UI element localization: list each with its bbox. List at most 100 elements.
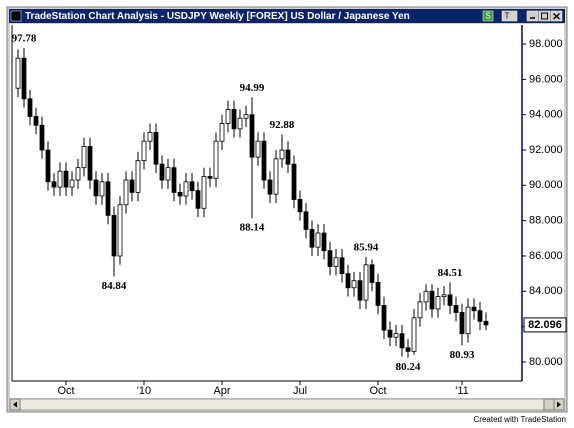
y-tick-label: 88.000 bbox=[529, 215, 563, 227]
candle-body bbox=[93, 179, 99, 197]
candle-body bbox=[411, 317, 417, 352]
candle-body bbox=[447, 294, 453, 306]
candle-body bbox=[465, 306, 471, 335]
candle-body bbox=[279, 149, 285, 160]
candle-body bbox=[483, 320, 489, 326]
t-button[interactable] bbox=[501, 10, 518, 22]
candle-body bbox=[21, 57, 27, 100]
candle-body bbox=[417, 301, 423, 319]
scrollbar[interactable] bbox=[9, 398, 565, 411]
candle-body bbox=[477, 310, 483, 322]
candle-body bbox=[375, 282, 381, 306]
candle-body bbox=[231, 109, 237, 130]
candle-body bbox=[423, 290, 429, 303]
candle-body bbox=[333, 257, 339, 267]
candle-body bbox=[141, 140, 147, 162]
candle-body bbox=[117, 204, 123, 257]
candle-body bbox=[435, 296, 441, 310]
app-icon bbox=[10, 10, 22, 22]
candle-body bbox=[225, 109, 231, 124]
candle-body bbox=[153, 131, 159, 165]
candle-body bbox=[291, 163, 297, 200]
candle-body bbox=[249, 114, 255, 158]
candle-body bbox=[51, 181, 57, 188]
price-annotation: 84.51 bbox=[438, 267, 463, 279]
candle-body bbox=[105, 181, 111, 216]
last-price-label: 82.096 bbox=[528, 319, 562, 331]
window-title: TradeStation Chart Analysis - USDJPY Wee… bbox=[25, 11, 410, 22]
candle-body bbox=[75, 167, 81, 181]
candle-body bbox=[57, 170, 63, 188]
maximize-button[interactable] bbox=[538, 10, 551, 22]
price-annotation: 94.99 bbox=[240, 82, 265, 94]
candle-body bbox=[219, 123, 225, 142]
candle-body bbox=[345, 273, 351, 289]
x-tick-label: Oct bbox=[369, 385, 386, 397]
candle-body bbox=[213, 140, 219, 179]
scroll-thumb[interactable] bbox=[543, 398, 555, 411]
minimize-button[interactable] bbox=[526, 10, 539, 22]
candle-body bbox=[39, 124, 45, 151]
price-annotation: 85.94 bbox=[354, 242, 379, 254]
candle-body bbox=[123, 179, 129, 206]
candle-body bbox=[147, 131, 153, 142]
candle-body bbox=[237, 117, 243, 130]
candle-body bbox=[69, 179, 75, 188]
y-tick-label: 80.000 bbox=[529, 356, 563, 368]
candle-body bbox=[135, 160, 141, 193]
candle-body bbox=[189, 181, 195, 192]
x-tick-label: '10 bbox=[137, 385, 151, 397]
candle-body bbox=[129, 179, 135, 193]
candle-body bbox=[267, 179, 273, 195]
candle-body bbox=[165, 167, 171, 181]
candle-body bbox=[357, 280, 363, 301]
candle-body bbox=[195, 190, 201, 209]
candle-body bbox=[441, 294, 447, 297]
candle-body bbox=[399, 333, 405, 349]
scroll-left-icon bbox=[13, 401, 17, 408]
price-annotation: 92.88 bbox=[270, 119, 295, 131]
y-tick-label: 98.000 bbox=[529, 38, 563, 50]
chart-area bbox=[10, 24, 564, 398]
y-tick-label: 90.000 bbox=[529, 179, 563, 191]
s-button[interactable] bbox=[482, 10, 494, 22]
candle-body bbox=[315, 232, 321, 248]
candle-body bbox=[381, 305, 387, 331]
t-button-label: T bbox=[505, 12, 510, 21]
maximize-icon bbox=[541, 12, 548, 20]
candle-body bbox=[303, 211, 309, 230]
x-tick-label: Apr bbox=[213, 385, 230, 397]
candle-body bbox=[171, 167, 177, 193]
candle-body bbox=[177, 192, 183, 197]
candle-body bbox=[453, 305, 459, 313]
price-annotation: 84.84 bbox=[102, 280, 127, 292]
last-price-box bbox=[523, 317, 567, 333]
s-button-label: S bbox=[485, 12, 490, 21]
x-tick-label: Jul bbox=[293, 385, 307, 397]
y-tick-label: 92.000 bbox=[529, 144, 563, 156]
candle-body bbox=[273, 158, 279, 195]
candle-body bbox=[339, 257, 345, 275]
close-icon bbox=[553, 13, 560, 20]
candle-body bbox=[405, 347, 411, 352]
candle-body bbox=[369, 264, 375, 283]
y-tick-label: 94.000 bbox=[529, 109, 563, 121]
candle-body bbox=[87, 146, 93, 181]
candle-body bbox=[327, 250, 333, 267]
candle-body bbox=[309, 229, 315, 248]
candle-body bbox=[33, 116, 39, 126]
y-tick-label: 96.000 bbox=[529, 73, 563, 85]
candle-body bbox=[99, 181, 105, 197]
candle-body bbox=[429, 290, 435, 310]
candle-body bbox=[297, 199, 303, 213]
candle-body bbox=[471, 306, 477, 312]
y-tick-label: 84.000 bbox=[529, 285, 563, 297]
candle-body bbox=[159, 163, 165, 181]
candle-body bbox=[261, 140, 267, 181]
candle-body bbox=[183, 181, 189, 197]
x-tick-label: '11 bbox=[455, 385, 469, 397]
footer: Created with TradeStation bbox=[474, 415, 567, 424]
price-annotation: 97.78 bbox=[12, 32, 37, 44]
candle-body bbox=[387, 329, 393, 338]
